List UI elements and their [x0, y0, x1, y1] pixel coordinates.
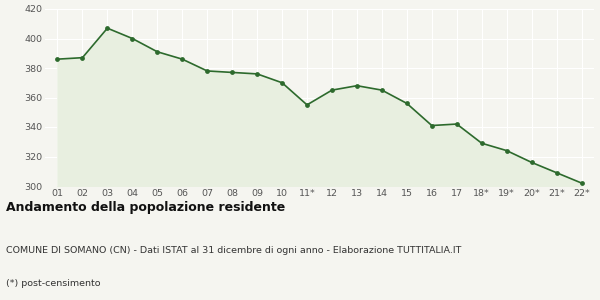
- Point: [352, 83, 362, 88]
- Point: [53, 57, 62, 62]
- Point: [77, 55, 87, 60]
- Point: [103, 26, 112, 31]
- Point: [227, 70, 237, 75]
- Point: [402, 101, 412, 106]
- Point: [253, 71, 262, 76]
- Point: [527, 160, 536, 165]
- Text: (*) post-censimento: (*) post-censimento: [6, 279, 101, 288]
- Point: [327, 88, 337, 92]
- Text: Andamento della popolazione residente: Andamento della popolazione residente: [6, 201, 285, 214]
- Point: [477, 141, 487, 146]
- Text: COMUNE DI SOMANO (CN) - Dati ISTAT al 31 dicembre di ogni anno - Elaborazione TU: COMUNE DI SOMANO (CN) - Dati ISTAT al 31…: [6, 246, 461, 255]
- Point: [302, 103, 312, 107]
- Point: [178, 57, 187, 62]
- Point: [552, 170, 562, 175]
- Point: [502, 148, 511, 153]
- Point: [152, 50, 162, 54]
- Point: [377, 88, 386, 92]
- Point: [202, 68, 212, 73]
- Point: [427, 123, 437, 128]
- Point: [128, 36, 137, 41]
- Point: [452, 122, 461, 126]
- Point: [277, 80, 287, 85]
- Point: [577, 181, 586, 185]
